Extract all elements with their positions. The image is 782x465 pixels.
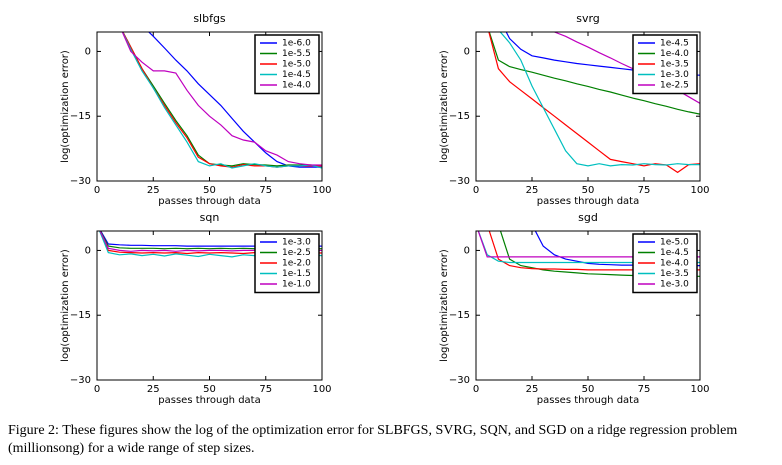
chart-title: sgd [578, 211, 598, 224]
y-tick-label: −30 [70, 176, 91, 187]
legend-label: 1e-5.0 [660, 238, 689, 248]
y-tick-label: −30 [449, 375, 470, 386]
legend-label: 1e-4.0 [660, 49, 689, 59]
series-line [121, 32, 322, 169]
x-tick-label: 0 [94, 384, 100, 395]
plot-frame [475, 230, 701, 381]
y-tick-label: 0 [85, 245, 91, 256]
y-tick-label: 0 [464, 245, 470, 256]
y-tick-label: 0 [464, 46, 470, 57]
x-axis-label: passes through data [537, 196, 639, 207]
legend-label: 1e-4.0 [282, 81, 311, 91]
legend-label: 1e-4.5 [660, 39, 689, 49]
legend-label: 1e-4.5 [282, 70, 311, 80]
chart-title: slbfgs [193, 12, 226, 25]
legend-label: 1e-6.0 [282, 39, 311, 49]
legend-label: 1e-2.5 [660, 81, 689, 91]
y-axis-label: log(optimization error) [60, 249, 71, 362]
x-tick-label: 100 [312, 384, 331, 395]
x-tick-label: 50 [203, 384, 216, 395]
legend-label: 1e-5.0 [282, 60, 311, 70]
plot-frame [96, 31, 323, 182]
series-line [499, 32, 700, 167]
y-tick-label: −30 [449, 176, 470, 187]
x-tick-label: 100 [690, 185, 709, 196]
series-line [121, 32, 322, 166]
y-tick-label: −15 [70, 111, 91, 122]
x-tick-label: 50 [203, 185, 216, 196]
x-tick-label: 100 [312, 185, 331, 196]
figure: slbfgs passes through data log(optimizatio… [60, 12, 710, 406]
y-tick-label: 0 [85, 46, 91, 57]
x-tick-label: 0 [473, 384, 479, 395]
chart-title: sqn [200, 211, 220, 224]
x-tick-label: 25 [147, 384, 160, 395]
x-axis-label: passes through data [158, 196, 260, 207]
plot-frame [96, 230, 323, 381]
legend-label: 1e-2.5 [282, 248, 311, 258]
x-tick-label: 25 [526, 185, 539, 196]
x-tick-label: 25 [526, 384, 539, 395]
x-tick-label: 0 [94, 185, 100, 196]
y-axis-label: log(optimization error) [439, 249, 450, 362]
legend-label: 1e-3.0 [282, 238, 311, 248]
x-tick-label: 50 [582, 185, 595, 196]
series-line [122, 32, 322, 167]
y-axis-label: log(optimization error) [439, 50, 450, 163]
x-tick-label: 100 [690, 384, 709, 395]
y-tick-label: −15 [449, 111, 470, 122]
legend-label: 1e-3.0 [660, 280, 689, 290]
x-tick-label: 75 [638, 185, 651, 196]
legend-label: 1e-4.5 [660, 248, 689, 258]
x-tick-label: 75 [259, 185, 272, 196]
x-tick-label: 75 [259, 384, 272, 395]
legend-label: 1e-1.5 [282, 269, 311, 279]
caption: Figure 2: These figures show the log of … [8, 423, 738, 456]
x-axis-label: passes through data [537, 395, 639, 406]
x-tick-label: 50 [582, 384, 595, 395]
x-axis-label: passes through data [158, 395, 260, 406]
legend-label: 1e-4.0 [660, 259, 689, 269]
chart-title: svrg [576, 12, 600, 25]
series-line [488, 32, 700, 115]
legend-label: 1e-5.5 [282, 49, 311, 59]
plot-frame [475, 31, 701, 182]
x-tick-label: 25 [147, 185, 160, 196]
x-tick-label: 0 [473, 185, 479, 196]
x-tick-label: 75 [638, 384, 651, 395]
y-axis-label: log(optimization error) [60, 50, 71, 163]
legend-label: 1e-2.0 [282, 259, 311, 269]
legend-label: 1e-3.5 [660, 269, 689, 279]
y-tick-label: −30 [70, 375, 91, 386]
y-tick-label: −15 [449, 310, 470, 321]
legend-label: 1e-3.0 [660, 70, 689, 80]
legend-label: 1e-3.5 [660, 60, 689, 70]
legend-label: 1e-1.0 [282, 280, 311, 290]
y-tick-label: −15 [70, 310, 91, 321]
